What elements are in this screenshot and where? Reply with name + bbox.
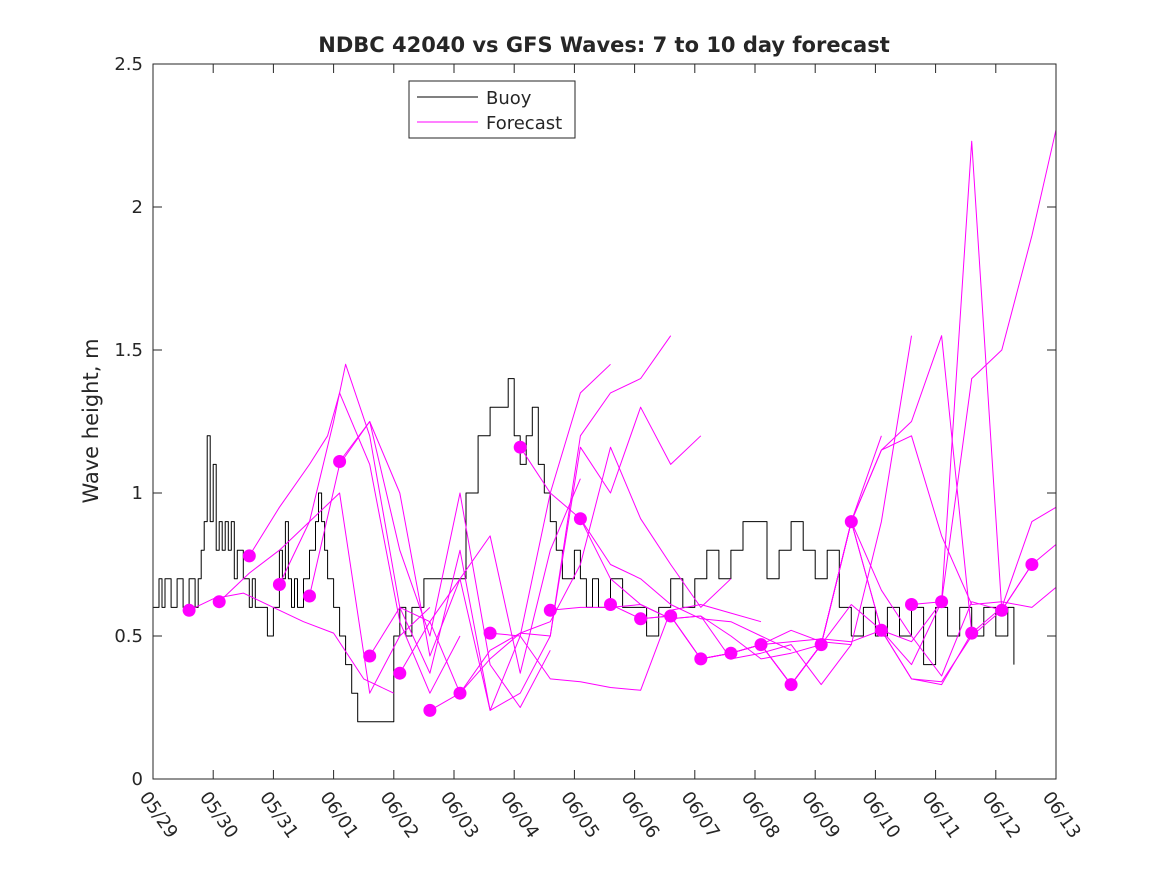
forecast-point — [664, 609, 678, 623]
y-tick-label: 1 — [132, 483, 143, 504]
chart-title: NDBC 42040 vs GFS Waves: 7 to 10 day for… — [318, 33, 889, 57]
forecast-point — [242, 549, 256, 563]
forecast-points-layer — [182, 440, 1039, 717]
forecast-point — [212, 595, 226, 609]
forecast-point — [272, 578, 286, 591]
forecast-point — [844, 515, 858, 529]
y-axis-label: Wave height, m — [79, 338, 103, 503]
forecast-point — [393, 666, 407, 680]
y-tick-label: 0.5 — [114, 626, 143, 647]
series-layer — [153, 129, 1057, 723]
forecast-series-line-5 — [309, 421, 551, 708]
plot-area — [152, 63, 1057, 780]
forecast-point — [724, 646, 738, 660]
forecast-point — [754, 638, 768, 652]
forecast-point — [303, 589, 316, 603]
forecast-point — [784, 678, 798, 692]
y-tick-labels: 0 0.5 1 1.5 2 2.5 — [114, 54, 143, 790]
forecast-point — [543, 603, 557, 617]
forecast-point — [604, 598, 617, 611]
forecast-series-line-12 — [519, 446, 792, 651]
forecast-point — [453, 686, 467, 700]
forecast-point — [814, 638, 828, 652]
forecast-point — [333, 455, 347, 468]
legend-buoy-label: Buoy — [486, 88, 532, 109]
forecast-point — [573, 512, 587, 526]
forecast-series-line-4 — [278, 363, 461, 694]
y-tick-label: 1.5 — [114, 340, 143, 361]
forecast-point — [634, 612, 648, 626]
forecast-point — [513, 440, 527, 454]
legend: Buoy Forecast — [408, 80, 576, 139]
forecast-point — [905, 598, 918, 611]
forecast-point — [995, 603, 1009, 617]
forecast-point — [874, 623, 888, 637]
legend-box — [408, 80, 576, 139]
forecast-series-line-11 — [490, 604, 762, 691]
forecast-point — [965, 626, 979, 640]
forecast-series-line-10 — [459, 446, 732, 694]
axes-box — [152, 63, 1057, 780]
forecast-point — [1025, 558, 1039, 571]
forecast-point — [182, 603, 196, 617]
legend-forecast-label: Forecast — [486, 113, 562, 134]
forecast-series-line-8 — [399, 335, 672, 711]
y-tick-label: 2.5 — [114, 54, 143, 75]
forecast-series-line-9 — [429, 406, 702, 711]
y-tick-label: 0 — [132, 769, 143, 790]
forecast-series-line-2 — [218, 492, 431, 694]
forecast-point — [483, 626, 497, 640]
forecast-point — [423, 703, 437, 717]
forecast-point — [694, 652, 708, 666]
plot-background — [153, 64, 1056, 779]
forecast-series-line-22 — [820, 335, 1057, 645]
buoy-series-line — [153, 378, 1015, 723]
forecast-point — [363, 649, 377, 663]
forecast-point — [935, 595, 949, 609]
ticks-layer — [152, 63, 1057, 780]
y-tick-label: 2 — [132, 197, 143, 218]
